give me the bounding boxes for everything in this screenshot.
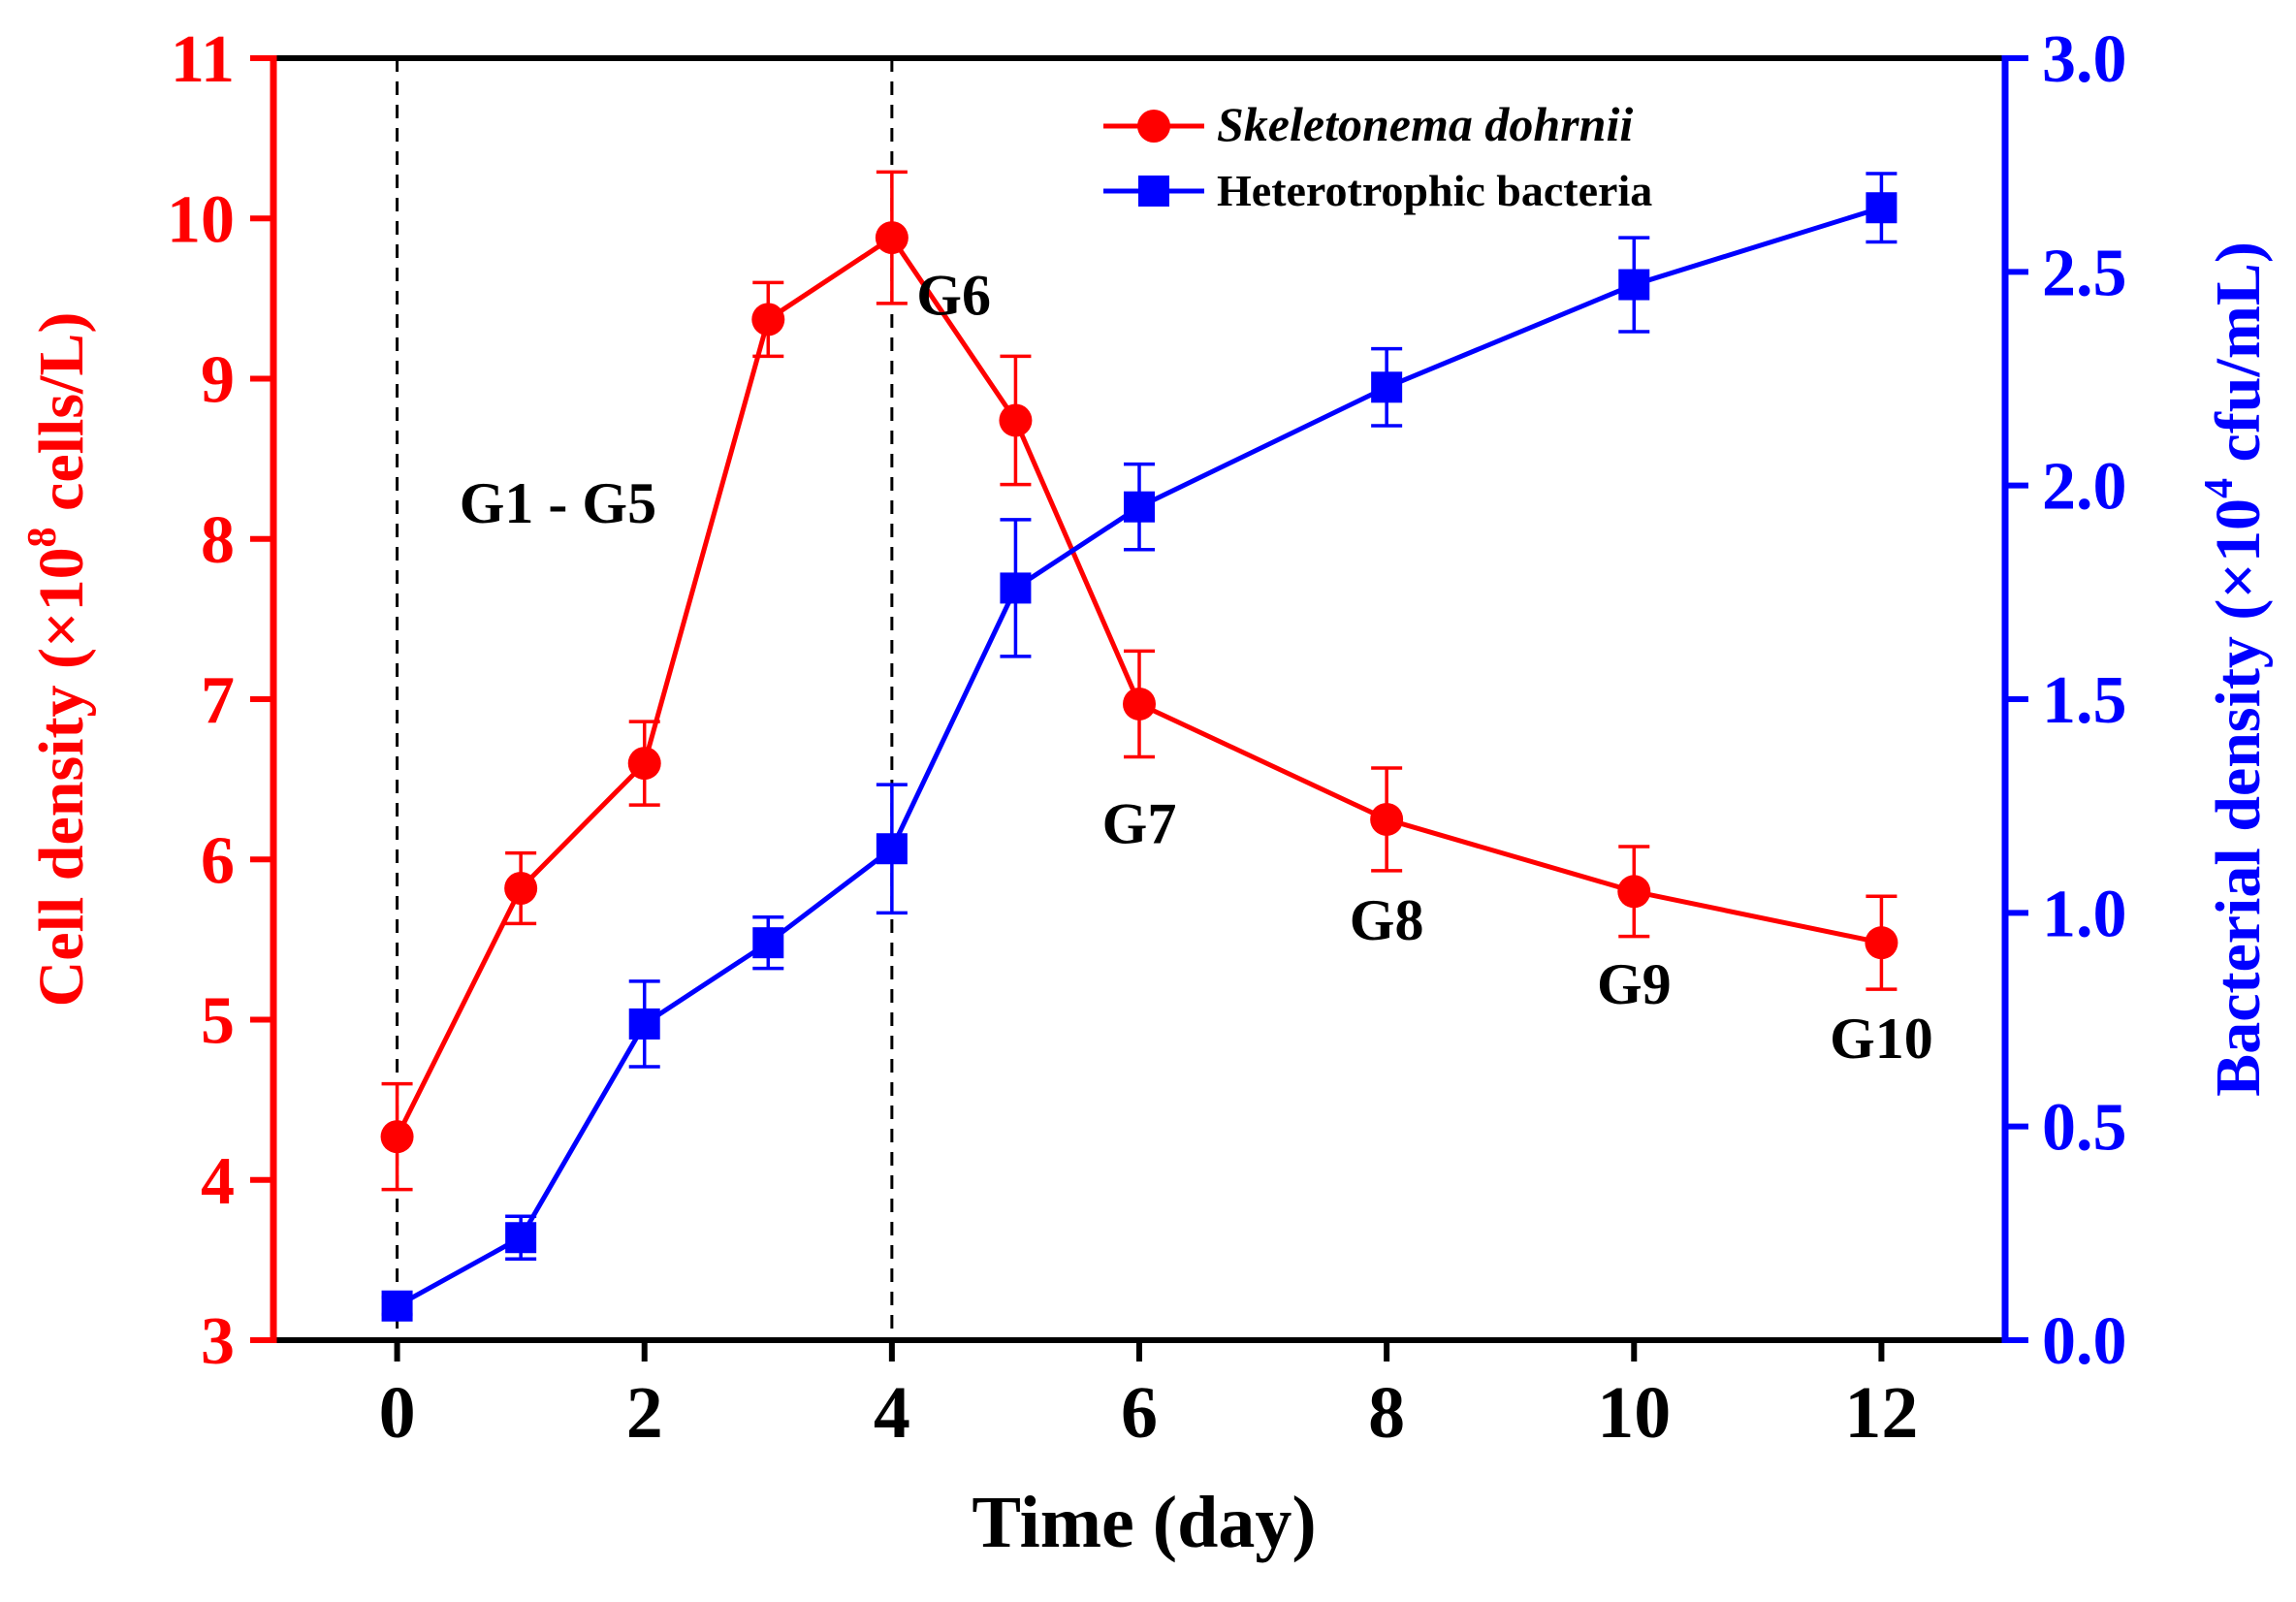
series-line-bacteria [396, 205, 1883, 1308]
left-y-axis-title: Cell density (×108 cells/L) [20, 312, 97, 1008]
point-bacteria [505, 1222, 537, 1254]
point-skeletonema [627, 747, 661, 781]
left-y-tick-label: 8 [201, 503, 235, 578]
left-y-axis-title-suffix: cells/L) [26, 312, 97, 528]
x-tick-label: 10 [1597, 1372, 1671, 1454]
point-skeletonema [380, 1120, 414, 1154]
annotation-label: G7 [1102, 792, 1177, 856]
left-y-axis-title-prefix: Cell density (×10 [26, 547, 97, 1007]
point-bacteria [752, 927, 784, 959]
annotation-label: G9 [1597, 952, 1672, 1016]
right-y-tick-label: 1.5 [2042, 663, 2127, 738]
legend: Skeletonema dohrnii Heterotrophic bacter… [1103, 97, 1652, 215]
left-y-tick-label: 7 [201, 663, 235, 738]
annotation-label: G6 [916, 263, 991, 327]
point-skeletonema [751, 303, 785, 336]
right-y-axis-title-suffix: cfu/mL) [2203, 241, 2274, 478]
x-tick-label: 6 [1121, 1372, 1158, 1454]
legend-label-bacteria: Heterotrophic bacteria [1217, 166, 1652, 215]
right-y-axis-title-prefix: Bacterial density (×10 [2203, 498, 2274, 1097]
x-tick-label: 4 [874, 1372, 910, 1454]
point-skeletonema [1123, 687, 1156, 721]
legend-marker-bacteria [1138, 176, 1169, 207]
right-y-axis-title-exponent: 4 [2197, 478, 2242, 498]
annotation-label: G10 [1830, 1007, 1933, 1071]
series-line-skeletonema [395, 235, 1882, 1138]
group-annotations: G1 - G5 G6 G7 G8 G9 G10 [460, 263, 1933, 1071]
data-markers [380, 192, 1898, 1322]
point-skeletonema [504, 871, 538, 905]
x-tick-label: 8 [1368, 1372, 1405, 1454]
left-y-tick-label: 11 [171, 22, 235, 97]
point-bacteria [1618, 269, 1650, 301]
point-skeletonema [1617, 875, 1651, 909]
annotation-label: G8 [1350, 888, 1424, 952]
right-y-axis-ticks: 0.0 0.5 1.0 1.5 2.0 2.5 3.0 [2005, 22, 2127, 1379]
legend-marker-skeletonema [1137, 110, 1170, 143]
right-y-tick-label: 2.0 [2042, 450, 2127, 525]
point-bacteria [1000, 572, 1032, 604]
right-y-axis-title: Bacterial density (×104 cfu/mL) [2197, 241, 2274, 1097]
point-skeletonema [999, 403, 1033, 437]
left-y-tick-label: 9 [201, 343, 235, 418]
right-y-tick-label: 1.0 [2042, 877, 2127, 951]
x-tick-label: 12 [1844, 1372, 1918, 1454]
point-skeletonema [875, 221, 909, 255]
legend-label-skeletonema: Skeletonema dohrnii [1217, 97, 1633, 151]
x-tick-label: 2 [626, 1372, 663, 1454]
left-y-axis-ticks: 3 4 5 6 7 8 9 10 11 [167, 22, 273, 1379]
annotation-label: G1 - G5 [460, 471, 656, 535]
point-bacteria [628, 1008, 660, 1040]
left-y-tick-label: 4 [201, 1144, 235, 1219]
point-bacteria [876, 833, 908, 865]
left-y-tick-label: 10 [167, 182, 235, 257]
point-bacteria [1866, 192, 1897, 224]
x-axis-ticks: 0 2 4 6 8 10 12 [379, 1340, 1918, 1454]
point-skeletonema [1370, 802, 1404, 836]
point-bacteria [1371, 371, 1403, 403]
right-y-tick-label: 2.5 [2042, 236, 2127, 310]
left-y-tick-label: 3 [201, 1304, 235, 1379]
point-skeletonema [1865, 926, 1898, 960]
left-y-tick-label: 6 [201, 823, 235, 898]
point-bacteria [1124, 491, 1155, 523]
x-axis-title: Time (day) [972, 1482, 1316, 1563]
left-y-tick-label: 5 [201, 984, 235, 1059]
right-y-tick-label: 0.5 [2042, 1091, 2127, 1166]
series-lines [395, 205, 1883, 1308]
right-y-tick-label: 3.0 [2042, 22, 2127, 97]
right-y-tick-label: 0.0 [2042, 1304, 2127, 1379]
point-bacteria [381, 1290, 413, 1322]
left-y-axis-title-exponent: 8 [20, 527, 65, 547]
x-tick-label: 0 [379, 1372, 416, 1454]
